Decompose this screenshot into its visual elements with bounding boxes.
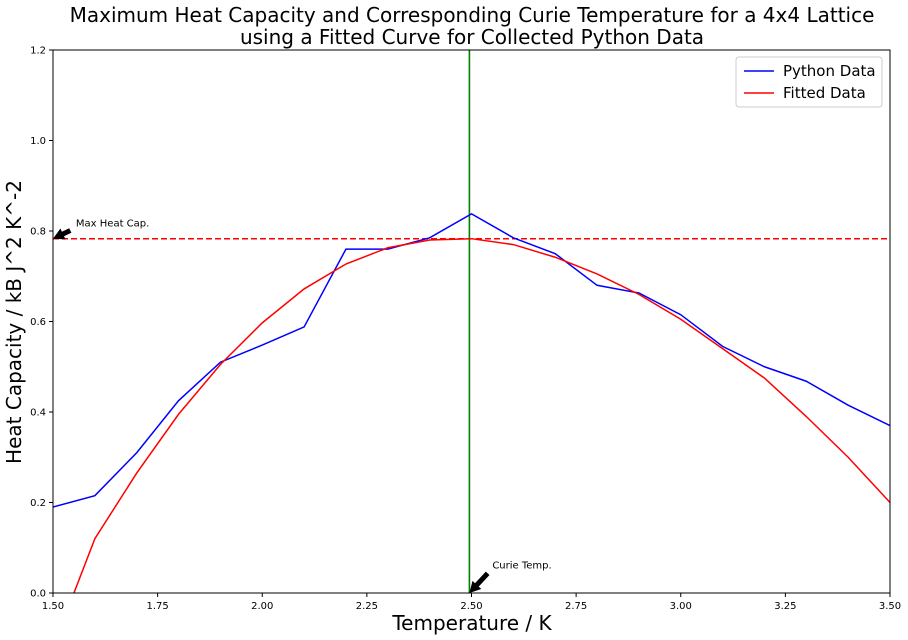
x-tick-label: 3.00 bbox=[670, 601, 692, 612]
max-heat-cap-annotation: Max Heat Cap. bbox=[76, 219, 149, 230]
y-tick-label: 0.6 bbox=[30, 317, 46, 328]
x-tick-label: 1.75 bbox=[146, 601, 168, 612]
x-tick-label: 3.25 bbox=[774, 601, 796, 612]
y-tick-label: 0.8 bbox=[30, 227, 46, 238]
fitted-data-line bbox=[72, 237, 890, 593]
chart-title: Maximum Heat Capacity and Corresponding … bbox=[70, 3, 875, 27]
python-data-line bbox=[53, 212, 890, 508]
x-tick-label: 2.00 bbox=[251, 601, 273, 612]
y-tick-label: 1.2 bbox=[30, 46, 46, 57]
y-tick-label: 0.2 bbox=[30, 498, 46, 509]
x-axis-label: Temperature / K bbox=[391, 611, 552, 635]
x-tick-label: 1.50 bbox=[42, 601, 64, 612]
x-tick-label: 2.25 bbox=[356, 601, 378, 612]
plot-area: 1.50 1.75 2.00 2.25 2.50 2.75 3.00 3.25 3.50 0.0 0… bbox=[30, 46, 901, 613]
legend: Python Data Fitted Data bbox=[735, 56, 883, 108]
max-heat-cap-arrow bbox=[53, 228, 72, 240]
y-tick-label: 0.0 bbox=[30, 589, 46, 600]
curie-temp-annotation: Curie Temp. bbox=[492, 560, 551, 571]
legend-label: Fitted Data bbox=[783, 84, 866, 102]
y-tick-label: 1.0 bbox=[30, 136, 46, 147]
legend-label: Python Data bbox=[783, 62, 876, 80]
plot-frame bbox=[52, 49, 891, 594]
legend-box bbox=[735, 56, 883, 108]
x-tick-label: 2.50 bbox=[460, 601, 482, 612]
x-tick-label: 2.75 bbox=[565, 601, 587, 612]
y-tick-label: 0.4 bbox=[30, 408, 46, 419]
chart-subtitle: using a Fitted Curve for Collected Pytho… bbox=[240, 25, 704, 49]
curie-temp-arrow bbox=[469, 571, 490, 593]
y-axis-label: Heat Capacity / kB J^2 K^-2 bbox=[2, 180, 26, 464]
x-tick-label: 3.50 bbox=[879, 601, 901, 612]
